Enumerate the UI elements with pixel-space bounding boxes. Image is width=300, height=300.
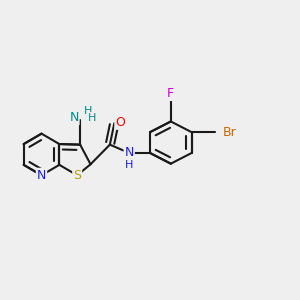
Text: O: O: [115, 116, 125, 129]
Text: N: N: [69, 111, 79, 124]
Text: N: N: [37, 169, 46, 182]
Text: F: F: [167, 87, 174, 100]
Text: N: N: [124, 146, 134, 160]
Text: Br: Br: [223, 126, 237, 139]
Text: S: S: [73, 169, 81, 182]
Text: H: H: [88, 113, 96, 123]
Text: H: H: [125, 160, 134, 170]
Text: H: H: [84, 106, 93, 116]
